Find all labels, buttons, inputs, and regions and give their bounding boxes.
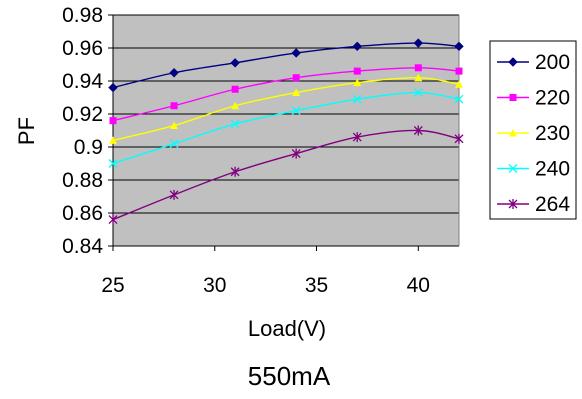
data-point <box>454 94 464 104</box>
x-axis-label: Load(V) <box>248 316 326 341</box>
legend-label: 200 <box>535 51 570 74</box>
chart-title: 550mA <box>248 361 331 391</box>
legend-item: 230 <box>497 122 570 145</box>
x-tick-label: 40 <box>407 274 430 297</box>
data-point <box>108 159 118 168</box>
y-tick-label: 0.96 <box>62 37 103 60</box>
data-point <box>109 136 117 144</box>
legend-label: 240 <box>535 158 570 181</box>
axes <box>108 14 460 251</box>
data-point <box>291 48 301 58</box>
x-tick-label: 30 <box>203 274 226 297</box>
y-tick-label: 0.86 <box>62 202 103 225</box>
data-point <box>352 94 362 104</box>
data-point <box>508 164 518 173</box>
data-point <box>169 139 179 149</box>
data-point <box>169 189 179 200</box>
legend: 200 220 230 240 264 <box>489 40 577 220</box>
legend-item: 220 <box>497 87 570 110</box>
data-point <box>291 106 301 116</box>
data-point <box>353 78 362 87</box>
legend-label: 264 <box>535 193 570 216</box>
legend-label: 220 <box>535 87 570 110</box>
data-point <box>509 94 517 101</box>
data-point <box>414 64 422 72</box>
series-264 <box>108 125 464 225</box>
data-point <box>109 117 117 125</box>
data-point <box>455 80 463 88</box>
y-tick-labels: 0.84 0.86 0.88 0.9 0.92 0.94 0.96 0.98 <box>62 4 103 258</box>
x-tick-label: 35 <box>305 274 328 297</box>
legend-box <box>489 40 577 220</box>
data-point <box>170 102 178 110</box>
data-point <box>170 121 179 130</box>
data-point <box>454 41 464 52</box>
legend-item: 240 <box>497 158 570 181</box>
legend-label: 230 <box>535 122 570 145</box>
y-tick-label: 0.92 <box>62 103 103 126</box>
series-200 <box>108 38 464 93</box>
data-point <box>454 133 464 144</box>
y-tick-label: 0.98 <box>62 4 103 27</box>
data-point <box>292 74 300 82</box>
data-point <box>413 38 424 48</box>
data-point <box>108 82 118 93</box>
data-point <box>413 125 423 136</box>
legend-item: 200 <box>497 51 570 74</box>
data-point <box>291 148 301 159</box>
y-tick-label: 0.84 <box>62 235 103 258</box>
y-tick-label: 0.9 <box>74 136 103 159</box>
data-point <box>352 132 362 143</box>
data-point <box>413 88 423 98</box>
data-point <box>292 88 301 97</box>
data-point <box>508 57 518 67</box>
y-tick-label: 0.94 <box>62 70 103 93</box>
x-tick-label: 25 <box>101 274 124 297</box>
data-point <box>231 85 239 93</box>
data-point <box>352 41 362 52</box>
data-point <box>230 119 240 129</box>
data-point <box>509 129 517 137</box>
y-tick-label: 0.88 <box>62 169 103 192</box>
legend-item: 264 <box>497 193 570 216</box>
series-220 <box>109 64 463 125</box>
data-point <box>455 67 463 75</box>
data-point <box>108 214 118 225</box>
series-group <box>108 38 464 225</box>
data-point <box>230 166 240 177</box>
data-point <box>353 67 361 75</box>
series-240 <box>108 88 464 168</box>
data-point <box>231 101 240 110</box>
y-axis-label: PF <box>14 117 39 145</box>
x-tick-labels: 25 30 35 40 <box>101 274 430 297</box>
data-point <box>230 58 240 68</box>
data-point <box>414 73 423 82</box>
series-230 <box>109 73 463 144</box>
data-point <box>169 68 179 78</box>
data-point <box>508 199 518 209</box>
